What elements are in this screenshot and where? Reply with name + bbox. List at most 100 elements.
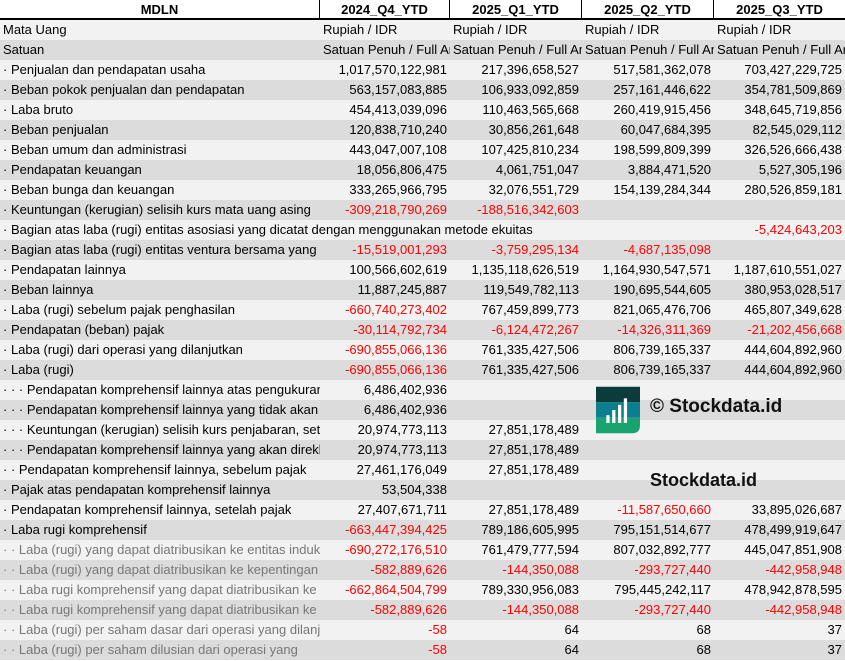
cell-value: 444,604,892,960 [744,342,842,357]
table-row: · Pendapatan (beban) pajak -30,114,792,73… [0,320,845,340]
cell-value: -660,740,273,402 [345,302,447,317]
cell-value: 478,942,878,595 [744,582,842,597]
cell-value: 445,047,851,908 [744,542,842,557]
column-header: 2025_Q1_YTD [450,0,582,18]
cell-value: 107,425,810,234 [481,142,579,157]
row-label: · · Laba (rugi) yang dapat diatribusikan… [3,542,320,557]
cell-value: 795,445,242,117 [614,582,711,597]
cell-value: 1,135,118,626,519 [471,262,579,277]
cell-value: -690,855,066,136 [345,342,447,357]
cell-value: 257,161,446,622 [613,82,711,97]
table-row: · Laba (rugi) -690,855,066,136 761,335,427… [0,360,845,380]
cell-value [714,440,845,460]
cell-value: -5,424,643,203 [754,222,842,237]
cell-value [714,240,845,260]
table-row: · Pendapatan lainnya 100,566,602,619 1,135… [0,260,845,280]
cell-value: 64 [564,642,579,657]
row-label: · Keuntungan (kerugian) selisih kurs mat… [3,202,311,217]
table-row: · · · Pendapatan komprehensif lainnya ya… [0,440,845,460]
row-label: · Laba (rugi) dari operasi yang dilanjut… [3,342,243,357]
column-header: 2025_Q2_YTD [582,0,714,18]
cell-value: 795,151,514,677 [613,522,711,537]
row-label: · · · Pendapatan komprehensif lainnya ya… [3,402,319,417]
table-row: · Keuntungan (kerugian) selisih kurs mat… [0,200,845,220]
cell-value: -582,889,626 [370,562,447,577]
cell-value: Rupiah / IDR [717,22,792,37]
cell-value: 703,427,229,725 [744,62,842,77]
row-label: · · Laba rugi komprehensif yang dapat di… [3,582,317,597]
cell-value: Satuan Penuh / Full Amount [453,42,582,57]
cell-value: 27,461,176,049 [356,462,447,477]
cell-value: -15,519,001,293 [352,242,447,257]
cell-value: -14,326,311,369 [617,322,711,337]
table-row: · Pendapatan keuangan 18,056,806,475 4,061… [0,160,845,180]
row-label: · Penjualan dan pendapatan usaha [3,62,206,77]
cell-value: -188,516,342,603 [477,202,579,217]
cell-value: 354,781,509,869 [744,82,842,97]
cell-value: 53,504,338 [381,482,447,497]
table-row: · Pajak atas pendapatan komprehensif lai… [0,480,845,500]
cell-value [582,200,714,220]
cell-value: -30,114,792,734 [353,322,447,337]
cell-value: 380,953,028,517 [744,282,842,297]
cell-value: 789,186,605,995 [481,522,579,537]
cell-value: 68 [696,642,711,657]
table-row: · Laba rugi komprehensif -663,447,394,425… [0,520,845,540]
cell-value: 1,187,610,551,027 [733,262,842,277]
cell-value: Satuan Penuh / Full Amount [717,42,845,57]
row-label: · Laba rugi komprehensif [3,522,147,537]
table-row: · · Laba rugi komprehensif yang dapat di… [0,580,845,600]
cell-value [582,440,714,460]
cell-value: 27,851,178,489 [488,422,579,437]
cell-value: 3,884,471,520 [627,162,711,177]
stockdata-logo-icon [596,386,640,434]
cell-value: 30,856,261,648 [488,122,579,137]
table-row: · Beban umum dan administrasi 443,047,007… [0,140,845,160]
table-row: · · Pendapatan komprehensif lainnya, seb… [0,460,845,480]
row-label: · Beban pokok penjualan dan pendapatan [3,82,245,97]
cell-value: 119,549,782,113 [483,282,579,297]
cell-value: -144,350,088 [502,602,579,617]
row-label: · Pendapatan komprehensif lainnya, setel… [3,502,292,517]
cell-value: -11,587,650,660 [617,502,711,517]
table-row: Mata Uang Rupiah / IDR Rupiah / IDR Rupiah … [0,20,845,40]
table-row: · Pendapatan komprehensif lainnya, setel… [0,500,845,520]
cell-value: 761,335,427,506 [481,362,579,377]
cell-value: 37 [827,642,842,657]
cell-value: 120,838,710,240 [349,122,447,137]
cell-value: 27,851,178,489 [488,442,579,457]
watermark-brand: Stockdata.id [650,470,758,490]
cell-value: -58 [428,622,447,637]
cell-value: -144,350,088 [502,562,579,577]
cell-value [450,400,582,420]
row-label: · · Laba rugi komprehensif yang dapat di… [3,602,317,617]
cell-value: -293,727,440 [634,602,711,617]
table-row: · · Laba rugi komprehensif yang dapat di… [0,600,845,620]
cell-value: -21,202,456,668 [747,322,842,337]
table-row: · Laba (rugi) sebelum pajak penghasilan -… [0,300,845,320]
cell-value: 6,486,402,936 [363,382,447,397]
cell-value: 443,047,007,108 [349,142,447,157]
row-label: · · · Pendapatan komprehensif lainnya at… [3,382,320,397]
cell-value: 807,032,892,777 [613,542,711,557]
table-row: · · Laba (rugi) yang dapat diatribusikan… [0,540,845,560]
cell-value: 454,413,039,096 [349,102,447,117]
cell-value: 198,599,809,399 [613,142,711,157]
cell-value: 154,139,284,344 [613,182,711,197]
cell-value: 1,164,930,547,571 [602,262,711,277]
cell-value: 27,851,178,489 [488,502,579,517]
cell-value: 100,566,602,619 [349,262,447,277]
cell-value [714,200,845,220]
table-row: · · Laba (rugi) yang dapat diatribusikan… [0,560,845,580]
ticker-header: MDLN [0,0,320,18]
row-label: · · · Pendapatan komprehensif lainnya ya… [3,442,320,457]
cell-value: -663,447,394,425 [345,522,447,537]
cell-value: -58 [428,642,447,657]
row-label: Satuan [3,42,45,57]
table-row: · Beban penjualan 120,838,710,240 30,856,2… [0,120,845,140]
cell-value: Satuan Penuh / Full Amount [323,42,450,57]
cell-value: 217,396,658,527 [481,62,579,77]
cell-value: Rupiah / IDR [323,22,398,37]
cell-value: -4,687,135,098 [623,242,711,257]
cell-value: 27,407,671,711 [357,502,447,517]
